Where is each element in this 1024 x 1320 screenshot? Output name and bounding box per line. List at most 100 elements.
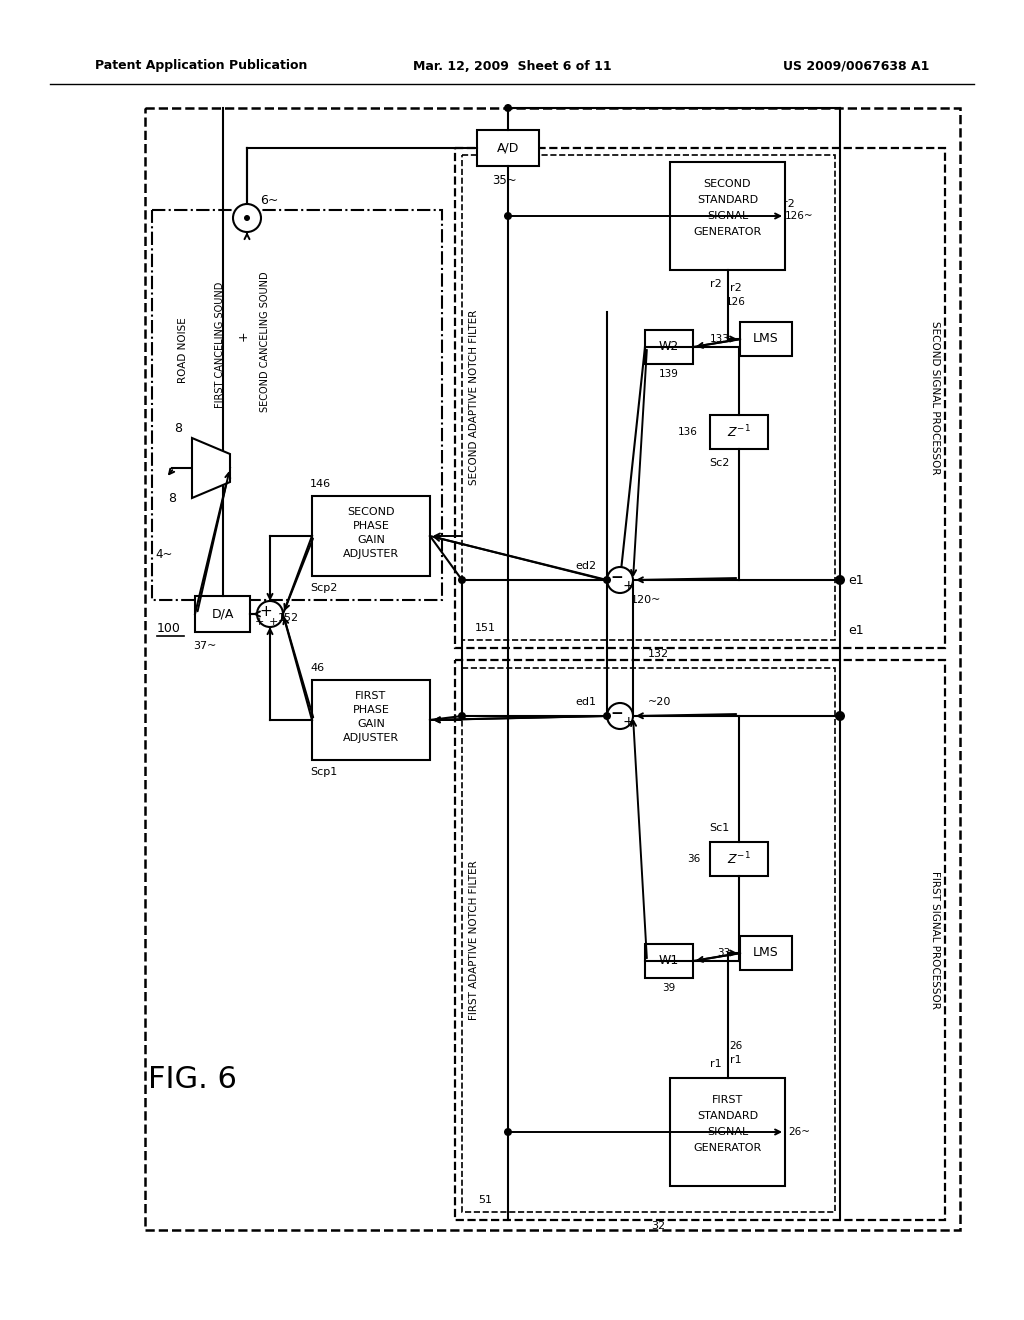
Bar [462, 668, 835, 1212]
Text: 126: 126 [726, 297, 745, 308]
Text: 132: 132 [648, 649, 669, 659]
Polygon shape [193, 438, 230, 498]
Bar [455, 148, 945, 648]
Text: +: + [623, 715, 634, 729]
Circle shape [257, 601, 283, 627]
Bar [740, 936, 792, 970]
Circle shape [458, 711, 466, 719]
Text: US 2009/0067638 A1: US 2009/0067638 A1 [782, 59, 929, 73]
Text: FIRST SIGNAL PROCESSOR: FIRST SIGNAL PROCESSOR [930, 871, 940, 1008]
Bar [145, 108, 961, 1230]
Text: 146: 146 [310, 479, 331, 488]
Text: 33: 33 [718, 948, 731, 958]
Text: e1: e1 [848, 623, 864, 636]
Text: SECOND: SECOND [703, 180, 752, 189]
Text: e1: e1 [848, 573, 864, 586]
Bar [477, 129, 539, 166]
Circle shape [233, 205, 261, 232]
Text: ed1: ed1 [575, 697, 597, 708]
Text: 39: 39 [663, 983, 676, 993]
Circle shape [603, 576, 611, 583]
Text: 4~: 4~ [155, 549, 172, 561]
Text: STANDARD: STANDARD [697, 1111, 758, 1121]
Text: +: + [268, 616, 278, 627]
Text: FIRST ADAPTIVE NOTCH FILTER: FIRST ADAPTIVE NOTCH FILTER [469, 861, 479, 1020]
Text: +: + [260, 603, 272, 619]
Text: 37~: 37~ [193, 642, 216, 651]
Text: 8: 8 [174, 421, 182, 434]
Bar [462, 154, 835, 640]
Text: ~20: ~20 [648, 697, 672, 708]
Text: FIRST: FIRST [712, 1096, 743, 1105]
Text: r1: r1 [730, 1055, 741, 1065]
Text: GENERATOR: GENERATOR [693, 227, 762, 238]
Text: −: − [610, 570, 624, 586]
Text: 26~: 26~ [788, 1127, 810, 1137]
Text: Patent Application Publication: Patent Application Publication [95, 59, 307, 73]
Text: 100: 100 [157, 622, 181, 635]
Text: 126~: 126~ [784, 211, 813, 220]
Circle shape [504, 1129, 512, 1137]
Text: A/D: A/D [497, 141, 519, 154]
Text: r1: r1 [710, 1059, 721, 1069]
Text: W1: W1 [658, 954, 679, 968]
Text: SECOND ADAPTIVE NOTCH FILTER: SECOND ADAPTIVE NOTCH FILTER [469, 310, 479, 486]
Text: D/A: D/A [211, 607, 233, 620]
Bar [645, 944, 693, 978]
Text: 32: 32 [651, 1221, 666, 1232]
Circle shape [835, 711, 845, 721]
Text: Mar. 12, 2009  Sheet 6 of 11: Mar. 12, 2009 Sheet 6 of 11 [413, 59, 611, 73]
Text: 6~: 6~ [260, 194, 279, 206]
Text: W2: W2 [658, 341, 679, 354]
Bar [740, 322, 792, 356]
Text: 26: 26 [729, 1041, 742, 1051]
Text: −: − [610, 706, 624, 722]
Text: r2: r2 [730, 282, 741, 293]
Bar [670, 1078, 785, 1185]
Text: SECOND CANCELING SOUND: SECOND CANCELING SOUND [260, 272, 270, 412]
Text: SECOND: SECOND [347, 507, 394, 517]
Bar [710, 414, 768, 449]
Bar [710, 842, 768, 876]
Text: +: + [623, 579, 634, 593]
Bar [152, 210, 442, 601]
Text: FIG. 6: FIG. 6 [148, 1065, 237, 1094]
Text: 133: 133 [710, 334, 730, 345]
Text: 152: 152 [278, 612, 299, 623]
Bar [312, 496, 430, 576]
Text: 8: 8 [168, 491, 176, 504]
Text: 136: 136 [678, 426, 698, 437]
Text: PHASE: PHASE [352, 705, 389, 715]
Text: Sc2: Sc2 [709, 458, 729, 469]
Circle shape [607, 568, 633, 593]
Text: SECOND SIGNAL PROCESSOR: SECOND SIGNAL PROCESSOR [930, 321, 940, 475]
Text: SIGNAL: SIGNAL [707, 211, 749, 220]
Bar [195, 597, 250, 632]
Circle shape [244, 215, 250, 220]
Text: Sc1: Sc1 [709, 822, 729, 833]
Text: +: + [254, 616, 264, 627]
Text: ROAD NOISE: ROAD NOISE [178, 317, 188, 383]
Text: 46: 46 [310, 663, 325, 673]
Circle shape [458, 576, 466, 583]
Text: GAIN: GAIN [357, 535, 385, 545]
Text: +: + [237, 331, 250, 342]
Bar [312, 680, 430, 760]
Text: 151: 151 [474, 623, 496, 634]
Bar [670, 162, 785, 271]
Text: $Z^{-1}$: $Z^{-1}$ [727, 850, 751, 867]
Text: 35~: 35~ [492, 173, 516, 186]
Text: FIRST: FIRST [355, 690, 387, 701]
Text: r2: r2 [710, 279, 721, 289]
Text: LMS: LMS [753, 946, 779, 960]
Text: 139: 139 [659, 370, 679, 379]
Text: 120~: 120~ [631, 595, 662, 605]
Text: GENERATOR: GENERATOR [693, 1143, 762, 1152]
Text: GAIN: GAIN [357, 719, 385, 729]
Text: ADJUSTER: ADJUSTER [343, 733, 399, 743]
Text: PHASE: PHASE [352, 521, 389, 531]
Text: Scp2: Scp2 [310, 583, 337, 593]
Text: 36: 36 [687, 854, 700, 865]
Text: ed2: ed2 [575, 561, 597, 572]
Circle shape [504, 104, 512, 112]
